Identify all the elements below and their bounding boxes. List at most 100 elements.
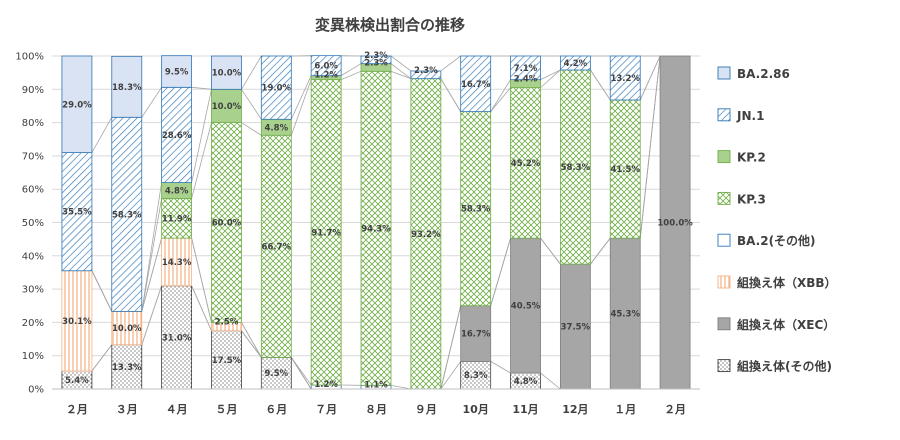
data-label: 14.3% — [162, 258, 192, 268]
data-label: 19.0% — [262, 84, 292, 94]
legend-label: KP.2 — [737, 151, 766, 165]
data-label: 45.3% — [610, 310, 640, 320]
y-tick-label: 0% — [28, 385, 44, 396]
series-line — [91, 344, 113, 372]
series-line — [440, 361, 462, 390]
series-line — [390, 384, 411, 390]
y-tick-label: 10% — [22, 351, 44, 362]
y-tick-label: 60% — [22, 185, 44, 196]
bar-segment — [111, 55, 143, 118]
series-line — [241, 55, 262, 90]
y-tick-label: 40% — [22, 251, 44, 262]
chart-title: 変異株検出割合の推移 — [314, 16, 465, 34]
data-label: 6.0% — [314, 62, 338, 72]
legend: BA.2.86 JN.1 KP.2 KP.3 BA.2(その他) 組換え体（XBB） 組換え… — [717, 66, 837, 374]
series-line — [540, 69, 561, 81]
bar-segment — [260, 134, 292, 358]
x-category-label: ３月 — [116, 403, 138, 416]
data-label: 16.7% — [461, 80, 491, 90]
legend-item: 組換え体(その他) — [717, 359, 832, 374]
data-label: 58.3% — [561, 163, 591, 173]
series-line — [540, 237, 561, 265]
data-label: 93.2% — [411, 230, 441, 240]
legend-swatch — [717, 233, 731, 247]
data-label: 10.0% — [212, 102, 242, 112]
x-category-label: 11月 — [512, 403, 538, 416]
series-connector-lines — [91, 55, 661, 390]
legend-item: BA.2.86 — [717, 66, 790, 81]
data-label: 9.5% — [265, 369, 289, 379]
series-line — [141, 87, 162, 118]
bar-segment — [111, 116, 143, 312]
y-tick-label: 100% — [15, 52, 44, 63]
data-label: 41.5% — [610, 165, 640, 175]
data-label: 13.3% — [112, 363, 142, 373]
data-label: 2.4% — [514, 75, 538, 85]
data-label: 1.2% — [314, 380, 338, 390]
series-line — [241, 89, 262, 120]
series-line — [440, 55, 461, 72]
x-category-label: ７月 — [315, 403, 337, 416]
x-category-label: ８月 — [365, 403, 387, 416]
x-category-label: 10月 — [463, 403, 489, 416]
data-label: 2.3% — [414, 66, 438, 76]
series-line — [440, 78, 462, 112]
data-label: 60.0% — [212, 219, 242, 229]
series-line — [590, 69, 611, 101]
bar-segment — [460, 360, 492, 390]
legend-label: BA.2.86 — [737, 67, 790, 81]
data-label: 10.0% — [112, 324, 142, 334]
legend-item: KP.2 — [717, 150, 766, 165]
series-line — [290, 75, 312, 120]
bar-segment — [510, 237, 541, 374]
bar-segment — [659, 55, 691, 390]
x-category-label: ５月 — [215, 403, 237, 416]
legend-label: 組換え体(その他) — [737, 359, 832, 374]
series-line — [490, 238, 511, 306]
data-label: 4.2% — [564, 59, 588, 69]
data-label: 58.3% — [112, 210, 142, 220]
bar-segment — [510, 55, 541, 81]
bar-segment — [360, 70, 392, 386]
y-tick-label: 50% — [22, 218, 44, 229]
y-tick-label: 70% — [22, 151, 44, 162]
x-axis: ２月 ３月 ４月 ５月 ６月 ７月 ８月 ９月 10月 11月 12月 １月 ２月 — [52, 388, 700, 416]
y-tick-label: 80% — [22, 118, 44, 129]
series-line — [590, 237, 611, 265]
data-label: 100.0% — [657, 219, 693, 229]
series-line — [390, 63, 412, 79]
series-line — [241, 330, 262, 358]
x-category-label: ６月 — [265, 403, 287, 416]
series-line — [440, 305, 462, 390]
x-category-label: ２月 — [664, 403, 686, 416]
bar-segment — [510, 87, 541, 239]
data-label: 5.4% — [65, 376, 89, 386]
data-label: 13.2% — [610, 74, 640, 84]
series-line — [141, 182, 163, 312]
bar-segment — [609, 99, 641, 239]
data-label: 2.3% — [364, 51, 388, 61]
legend-label: 組換え体（XEC） — [737, 317, 835, 332]
bars — [61, 55, 691, 390]
bar-segment — [609, 55, 641, 101]
data-label: 10.0% — [212, 69, 242, 79]
data-label: 17.5% — [212, 356, 242, 366]
bar-segment — [260, 55, 292, 120]
data-label: 2.5% — [215, 317, 239, 327]
series-line — [540, 69, 561, 88]
data-label: 29.0% — [62, 100, 92, 110]
bar-segment — [61, 270, 93, 372]
bar-segment — [460, 55, 492, 113]
series-line — [191, 86, 212, 90]
bar-segment — [211, 88, 242, 124]
y-tick-label: 90% — [22, 85, 44, 96]
bar-segment — [559, 55, 591, 71]
bar-segment — [211, 55, 242, 90]
bar-segment — [609, 237, 641, 390]
data-label: 91.7% — [311, 228, 341, 238]
series-line — [340, 63, 362, 76]
data-label: 18.3% — [112, 83, 142, 93]
legend-item: BA.2(その他) — [717, 233, 816, 248]
data-label: 30.1% — [62, 317, 92, 327]
